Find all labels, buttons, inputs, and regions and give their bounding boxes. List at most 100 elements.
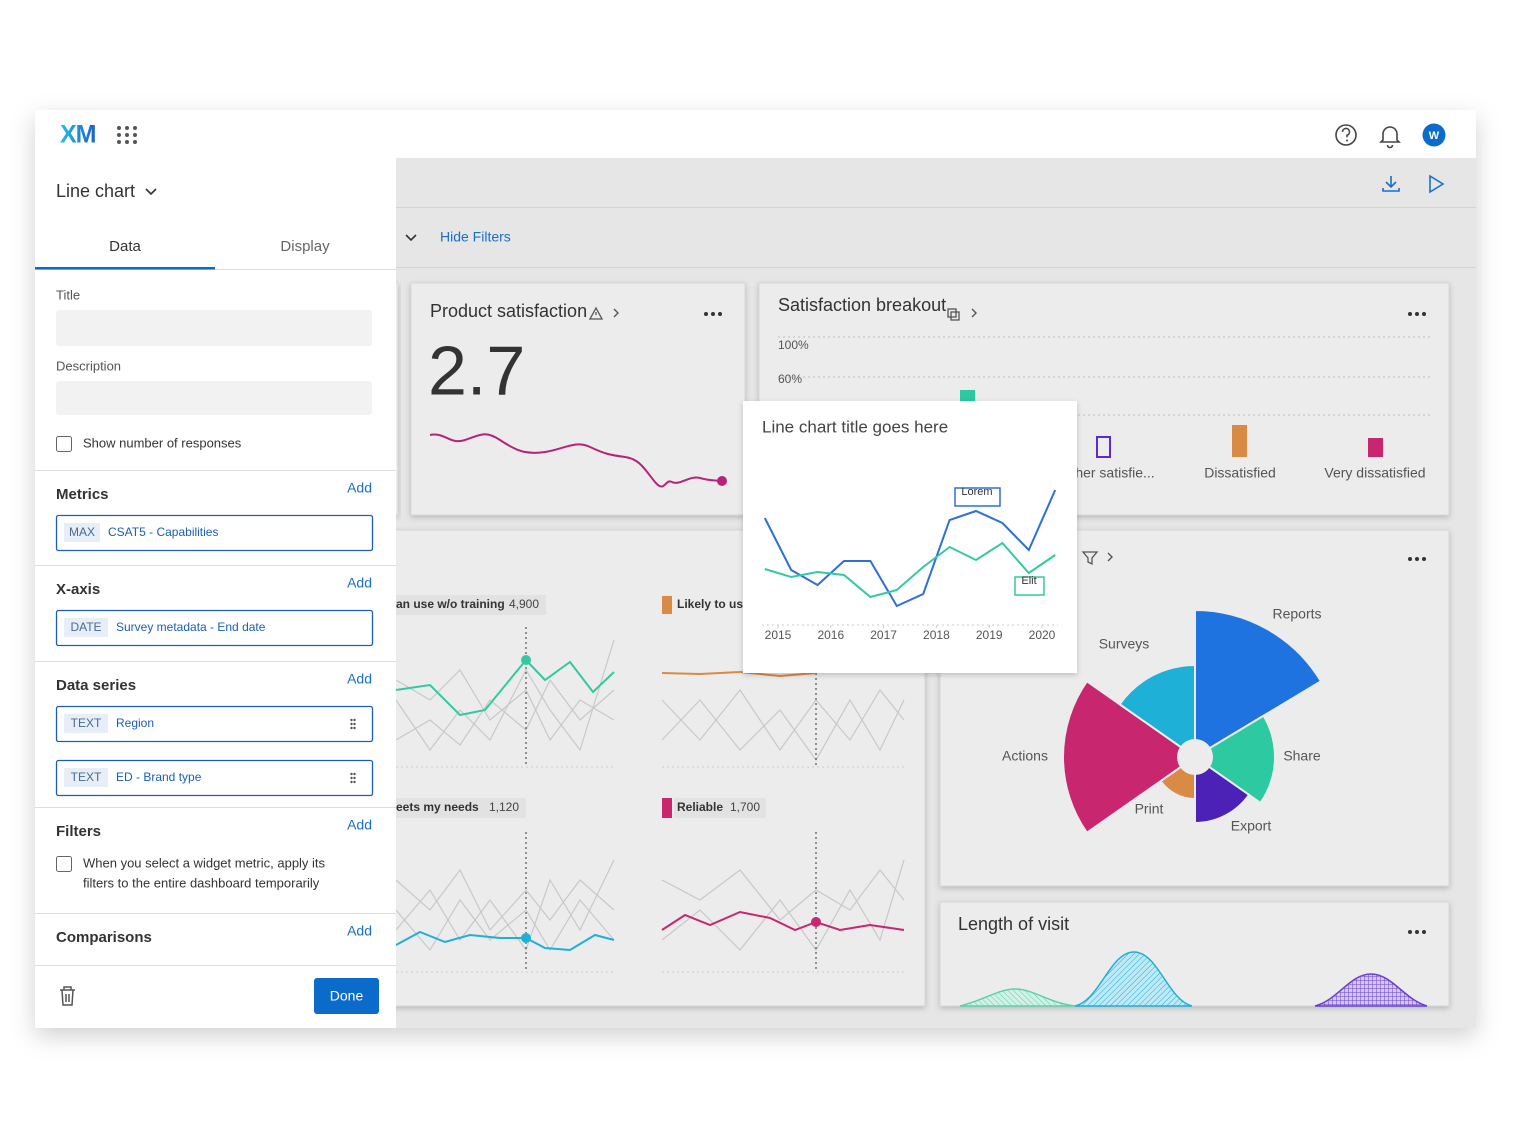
series-value: 1,700: [730, 800, 760, 814]
apps-icon-part: [125, 140, 129, 144]
more-menu-part: [1422, 557, 1426, 561]
x-tick-label: 2015: [765, 628, 792, 642]
mini-chart-part: [811, 917, 821, 927]
apps-icon-part: [117, 133, 121, 137]
density: [1314, 973, 1428, 1007]
avatar[interactable]: [1422, 123, 1446, 147]
slice-label: Surveys: [1099, 636, 1150, 652]
color-swatch: [662, 798, 672, 818]
done-button[interactable]: [314, 978, 379, 1014]
add-link[interactable]: Add: [347, 671, 372, 687]
chevron[interactable]: [613, 308, 619, 318]
label-chip: [396, 595, 546, 615]
drag-dot: [350, 772, 353, 776]
add-link[interactable]: Add: [347, 923, 372, 939]
more-menu-part: [1408, 930, 1412, 934]
more-menu-part: [1415, 557, 1419, 561]
add-link[interactable]: Add: [347, 480, 372, 496]
tab[interactable]: Data: [109, 238, 141, 255]
field-label: Title: [56, 287, 80, 302]
bell-icon-part: [1379, 126, 1401, 143]
apps-icon-part: [117, 126, 121, 130]
chip-label: ED - Brand type: [116, 770, 202, 784]
series-label: Reliable: [677, 800, 723, 814]
drag-dot: [350, 780, 353, 784]
help-icon-part: [1341, 127, 1351, 138]
more-menu[interactable]: [1408, 557, 1426, 561]
play-icon[interactable]: [1429, 174, 1445, 194]
drag-dot: [350, 776, 353, 780]
section-title: Data series: [56, 677, 136, 694]
text-input[interactable]: [56, 310, 372, 346]
copy-icon: [947, 308, 960, 321]
field-chip[interactable]: [55, 514, 374, 552]
more-menu-part: [1408, 557, 1412, 561]
slice-label: Print: [1135, 801, 1164, 817]
mini-chart: [661, 832, 905, 973]
more-menu[interactable]: [704, 312, 722, 316]
bar: [1232, 425, 1247, 457]
x-tick-label: 2017: [870, 628, 897, 642]
help-icon[interactable]: [1335, 124, 1357, 146]
tab[interactable]: Display: [280, 238, 330, 255]
drag-dot: [350, 718, 353, 722]
field-chip[interactable]: [55, 705, 374, 743]
mini-chart-part: [661, 698, 905, 762]
panel-title[interactable]: Line chart: [56, 181, 135, 201]
checkbox-label: Show number of responses: [83, 435, 242, 450]
grid: [778, 336, 1430, 416]
mini-chart-part: [395, 930, 615, 952]
more-menu[interactable]: [1408, 312, 1426, 316]
text-input[interactable]: [56, 381, 372, 415]
field-chip[interactable]: [55, 759, 374, 797]
bar: [1368, 438, 1383, 457]
dropdown-chevron[interactable]: [405, 234, 417, 242]
apps-icon[interactable]: [117, 126, 137, 144]
delete-icon[interactable]: [60, 986, 75, 1006]
category-label: Dissatisfied: [1204, 465, 1276, 481]
chip-tag: MAX: [69, 525, 95, 539]
section-title: Comparisons: [56, 929, 152, 946]
mini-chart-part: [395, 898, 615, 952]
drag-dot: [353, 780, 356, 784]
add-link[interactable]: Add: [347, 575, 372, 591]
download-icon[interactable]: [1382, 176, 1400, 192]
apps-icon-part: [125, 133, 129, 137]
checkbox-label: When you select a widget metric, apply i…: [83, 855, 326, 870]
field-chip[interactable]: [55, 609, 374, 647]
apps-icon-part: [133, 133, 137, 137]
chevron[interactable]: [971, 308, 977, 318]
chevron[interactable]: [1107, 552, 1113, 562]
density: [959, 988, 1076, 1007]
logo[interactable]: XM: [60, 121, 97, 149]
widget-title: Length of visit: [958, 914, 1069, 934]
bell-icon[interactable]: [1379, 126, 1401, 149]
chip-label: Survey metadata - End date: [116, 620, 266, 634]
density: [1074, 951, 1193, 1007]
checkbox[interactable]: [56, 436, 72, 452]
x-tick-label: 2016: [817, 628, 844, 642]
chip-label: Region: [116, 716, 154, 730]
category-label: her satisfie...: [1075, 465, 1154, 481]
mini-chart-part: [661, 910, 905, 932]
section-title: Metrics: [56, 486, 109, 503]
wedge: [1118, 663, 1196, 759]
drag-dot: [353, 776, 356, 780]
plot: 2015 2016 2017 2018 2019 2020: [763, 489, 1057, 642]
more-menu[interactable]: [1408, 930, 1426, 934]
drag-dot: [353, 726, 356, 730]
filter-icon[interactable]: [1081, 551, 1099, 566]
hide-filters[interactable]: Hide Filters: [440, 229, 511, 245]
dropdown-chevron[interactable]: [145, 188, 157, 196]
drag-dot: [353, 718, 356, 722]
mini-chart-part: [661, 670, 817, 678]
checkbox[interactable]: [56, 856, 72, 872]
help-icon-part: [1335, 124, 1357, 146]
add-link[interactable]: Add: [347, 817, 372, 833]
mini-chart-part: [395, 678, 615, 746]
mini-chart: [661, 670, 905, 768]
label-chip: [674, 798, 766, 818]
slice-label: Share: [1283, 748, 1321, 764]
slice-label: Export: [1231, 818, 1272, 834]
card: [410, 282, 746, 516]
